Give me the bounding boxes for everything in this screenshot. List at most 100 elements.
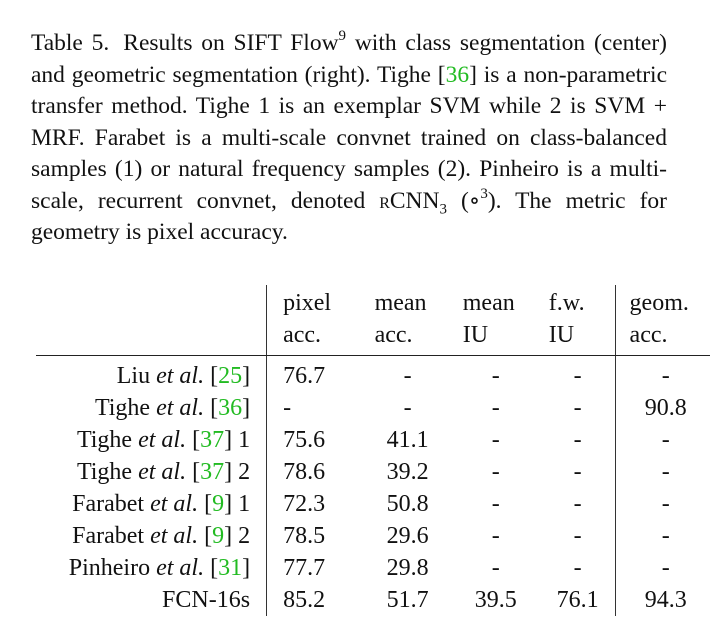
method-cell: Liu et al. [25] <box>36 355 268 392</box>
value-cell: - <box>661 491 670 517</box>
value-cell: 29.8 <box>386 555 429 581</box>
value-cell: - <box>540 552 616 584</box>
value-cell: 78.6 <box>283 459 326 485</box>
caption-text-2: with class segmentation (center) and geo… <box>31 30 667 88</box>
et-al: et al. <box>156 395 205 421</box>
method-name: Tighe <box>76 427 133 453</box>
col-header-pixel-sub: acc. <box>266 319 365 356</box>
citation-link[interactable]: 37 <box>200 427 225 453</box>
caption-text-4: (∘ <box>447 187 481 214</box>
value-cell: - <box>491 459 500 485</box>
header-row-1: pixel mean mean f.w. geom. <box>36 285 710 319</box>
caption-text-1: Results on SIFT Flow <box>123 30 339 56</box>
col-header-geom: geom. <box>629 290 689 316</box>
value-cell: - <box>403 363 412 389</box>
value-cell: 50.8 <box>386 491 429 517</box>
value-cell: 94.3 <box>644 587 687 613</box>
table-row: Liu et al. [25] 76.7 - - - - <box>36 355 710 392</box>
value-cell: 78.5 <box>283 523 326 549</box>
method-cell: Tighe et al. [37] 1 <box>36 424 268 456</box>
method-variant: 1 <box>232 491 251 517</box>
table-caption: Table 5. Results on SIFT Flow9 with class… <box>31 28 667 249</box>
citation-link[interactable]: 36 <box>445 61 470 88</box>
citation-link[interactable]: 9 <box>212 491 225 517</box>
citation-link[interactable]: 31 <box>218 555 243 581</box>
method-name: Farabet <box>72 491 145 517</box>
results-table: pixel mean mean f.w. geom. acc. acc. IU … <box>36 285 710 616</box>
value-cell: - <box>283 395 292 421</box>
et-al: et al. <box>156 363 205 389</box>
table-row: Tighe et al. [37] 1 75.6 41.1 - - - <box>36 424 710 456</box>
value-cell: - <box>540 488 616 520</box>
value-cell: 85.2 <box>283 587 326 613</box>
value-cell: - <box>403 395 412 421</box>
value-cell: - <box>491 427 500 453</box>
value-cell: - <box>491 395 500 421</box>
col-header-mean-iu: mean <box>462 290 515 316</box>
value-cell: 39.2 <box>386 459 429 485</box>
value-cell: 41.1 <box>386 427 429 453</box>
method-name: Tighe <box>94 395 151 421</box>
value-cell: 77.7 <box>283 555 326 581</box>
et-al: et al. <box>138 459 187 485</box>
method-name: Tighe <box>76 459 133 485</box>
value-cell: - <box>661 523 670 549</box>
citation-link[interactable]: 9 <box>212 523 225 549</box>
value-cell: 76.1 <box>540 584 616 616</box>
method-cell: Tighe et al. [36] <box>36 392 268 424</box>
caption-label: Table 5. <box>31 30 110 56</box>
value-cell: 90.8 <box>644 395 687 421</box>
col-header-pixel: pixel <box>283 290 332 316</box>
value-cell: 39.5 <box>474 587 517 613</box>
value-cell: 29.6 <box>386 523 429 549</box>
method-cell: Tighe et al. [37] 2 <box>36 456 268 488</box>
method-variant: 1 <box>232 427 251 453</box>
value-cell: - <box>540 456 616 488</box>
col-header-geom-sub: acc. <box>615 319 710 356</box>
col-header-mean-acc: mean <box>374 290 427 316</box>
table-body: Liu et al. [25] 76.7- - - - Tighe et al. [36]… <box>36 355 710 616</box>
value-cell: - <box>491 363 500 389</box>
col-header-mean-acc-sub: acc. <box>364 319 451 356</box>
table-row: Pinheiro et al. [31] 77.7 29.8 - - - <box>36 552 710 584</box>
citation-link[interactable]: 36 <box>218 395 243 421</box>
header-blank <box>36 285 268 319</box>
value-cell: 51.7 <box>386 587 429 613</box>
value-cell: - <box>491 555 500 581</box>
header-blank <box>36 319 268 356</box>
table-row-fcn16s: FCN-16s 85.2 51.7 39.5 76.1 94.3 <box>36 584 710 616</box>
value-cell: - <box>661 555 670 581</box>
et-al: et al. <box>150 491 199 517</box>
value-cell: - <box>540 520 616 552</box>
table-row: Farabet et al. [9] 1 72.3 50.8 - - - <box>36 488 710 520</box>
method-cell: Pinheiro et al. [31] <box>36 552 268 584</box>
method-variant: 2 <box>232 523 251 549</box>
value-cell: 75.6 <box>283 427 326 453</box>
method-cell: Farabet et al. [9] 1 <box>36 488 268 520</box>
table-row: Tighe et al. [36] - - - -90.8 <box>36 392 710 424</box>
value-cell: 72.3 <box>283 491 326 517</box>
value-cell: 76.7 <box>283 363 326 389</box>
method-name: Farabet <box>72 523 145 549</box>
citation-link[interactable]: 25 <box>218 363 243 389</box>
citation-link[interactable]: 37 <box>200 459 225 485</box>
method-variant: 2 <box>232 459 251 485</box>
caption-superscript-2: 3 <box>480 185 488 202</box>
value-cell: - <box>540 355 616 392</box>
et-al: et al. <box>138 427 187 453</box>
value-cell: - <box>661 459 670 485</box>
table-row: Farabet et al. [9] 2 78.5 29.6 - - - <box>36 520 710 552</box>
col-header-fw-iu: f.w. <box>540 285 616 319</box>
rcnn-symbol: rCNN <box>379 187 440 214</box>
value-cell: - <box>661 427 670 453</box>
table-row: Tighe et al. [37] 2 78.6 39.2 - - - <box>36 456 710 488</box>
method-name: FCN-16s <box>36 584 268 616</box>
value-cell: - <box>661 363 670 389</box>
caption-text-5: ). The metric for geometry is pixel accu… <box>31 187 667 246</box>
value-cell: - <box>540 392 616 424</box>
et-al: et al. <box>156 555 205 581</box>
rcnn-subscript: 3 <box>439 201 448 218</box>
value-cell: - <box>540 424 616 456</box>
caption-superscript-1: 9 <box>338 28 347 45</box>
method-cell: Farabet et al. [9] 2 <box>36 520 268 552</box>
